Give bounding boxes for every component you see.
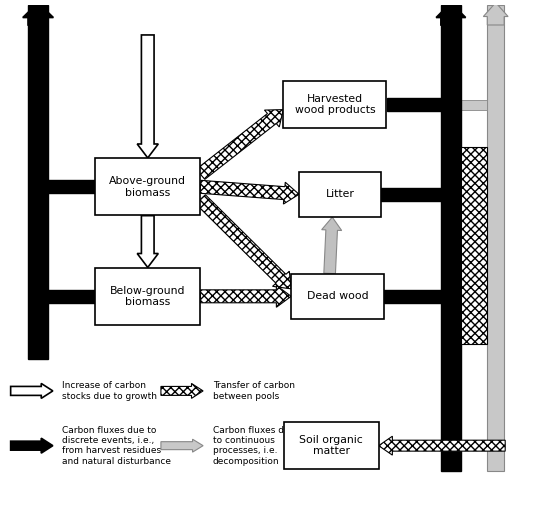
Bar bbox=[384, 291, 487, 301]
FancyArrow shape bbox=[11, 438, 53, 453]
FancyArrow shape bbox=[436, 3, 466, 25]
FancyArrow shape bbox=[322, 217, 342, 274]
Text: Increase of carbon
stocks due to growth: Increase of carbon stocks due to growth bbox=[62, 381, 157, 401]
Text: Carbon fluxes due
to continuous
processes, i.e.
decomposition: Carbon fluxes due to continuous processe… bbox=[213, 426, 295, 466]
FancyArrow shape bbox=[483, 3, 508, 25]
Bar bbox=[292, 274, 384, 319]
Bar bbox=[387, 100, 487, 110]
FancyArrow shape bbox=[200, 180, 299, 204]
FancyArrow shape bbox=[137, 35, 158, 158]
Bar bbox=[461, 147, 487, 343]
Bar bbox=[387, 98, 441, 111]
FancyArrow shape bbox=[195, 195, 291, 289]
FancyArrow shape bbox=[23, 3, 53, 25]
Bar bbox=[284, 422, 379, 469]
Text: Dead wood: Dead wood bbox=[307, 291, 369, 301]
Text: Harvested
wood products: Harvested wood products bbox=[295, 94, 375, 115]
FancyArrow shape bbox=[161, 439, 203, 452]
Bar bbox=[299, 172, 381, 217]
Bar bbox=[95, 158, 201, 215]
Bar bbox=[28, 5, 48, 359]
Bar bbox=[284, 81, 386, 129]
FancyArrow shape bbox=[379, 436, 505, 455]
Bar bbox=[384, 290, 441, 303]
Text: Litter: Litter bbox=[325, 189, 355, 199]
FancyArrow shape bbox=[137, 216, 158, 267]
Bar bbox=[487, 5, 504, 470]
Text: Transfer of carbon
between pools: Transfer of carbon between pools bbox=[213, 381, 295, 401]
FancyArrow shape bbox=[201, 285, 291, 307]
Text: Above-ground
biomass: Above-ground biomass bbox=[109, 176, 186, 198]
Text: Soil organic
matter: Soil organic matter bbox=[299, 435, 363, 457]
Text: Carbon fluxes due to
discrete events, i.e.,
from harvest residues
and natural di: Carbon fluxes due to discrete events, i.… bbox=[62, 426, 171, 466]
Text: Below-ground
biomass: Below-ground biomass bbox=[110, 285, 186, 307]
Bar bbox=[48, 290, 95, 303]
Bar bbox=[381, 189, 487, 199]
Bar bbox=[441, 5, 461, 470]
Bar bbox=[381, 188, 441, 201]
Bar bbox=[95, 268, 201, 325]
FancyArrow shape bbox=[161, 384, 203, 398]
Bar bbox=[48, 180, 95, 193]
FancyArrow shape bbox=[196, 110, 283, 179]
FancyArrow shape bbox=[11, 384, 53, 398]
